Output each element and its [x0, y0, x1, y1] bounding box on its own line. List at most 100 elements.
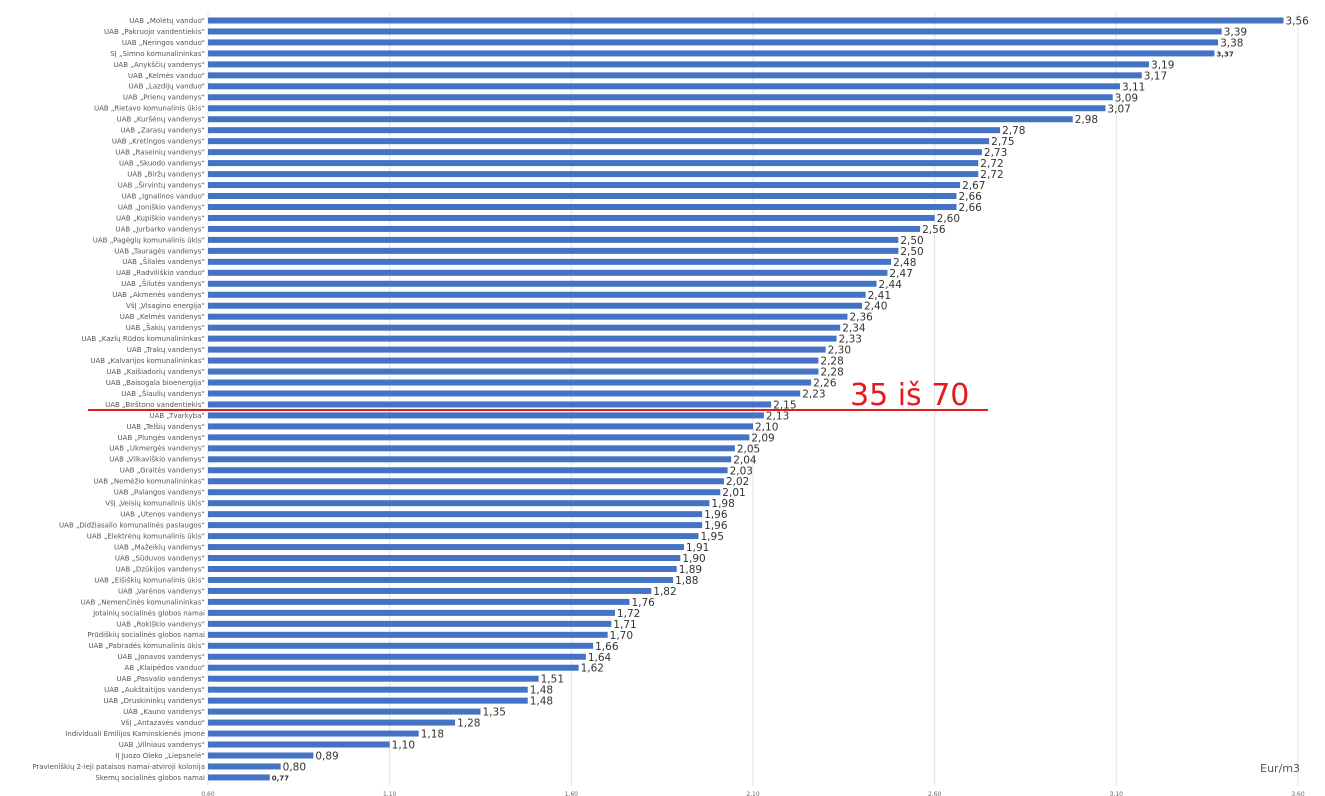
value-label: 2,75	[991, 136, 1014, 148]
value-label: 2,67	[962, 180, 985, 192]
category-label: UAB „Palangos vandenys“	[114, 489, 205, 497]
category-label: UAB „Jurbarko vandenys“	[116, 225, 206, 233]
bar	[208, 379, 812, 386]
bar	[208, 72, 1142, 79]
value-label: 2,02	[726, 476, 749, 488]
value-label: 3,17	[1144, 70, 1167, 82]
category-label: UAB „Sūduvos vandenys“	[115, 554, 205, 562]
bar	[208, 193, 957, 200]
value-label: 3,37	[1216, 50, 1233, 58]
category-label: UAB „Prienų vandenys“	[123, 94, 205, 102]
value-label: 2,56	[922, 224, 946, 236]
bar	[208, 225, 921, 232]
category-label: UAB „Vilkaviškio vandenys“	[109, 456, 205, 464]
value-label: 2,73	[984, 147, 1007, 159]
category-label: VšĮ „Visagino energija“	[126, 302, 205, 310]
bar	[208, 138, 990, 145]
category-label: UAB „Kelmės vanduo“	[128, 72, 205, 80]
category-label: UAB „Širvintų vandenys“	[118, 180, 205, 189]
bar	[208, 39, 1219, 46]
value-label: 2,30	[828, 345, 851, 357]
value-label: 2,66	[958, 202, 982, 214]
bar	[208, 752, 314, 759]
bar	[208, 412, 764, 419]
category-label: UAB „Tauragės vandenys“	[114, 247, 205, 255]
category-label: UAB „Kuršėnų vandenys“	[117, 116, 205, 124]
bar	[208, 708, 481, 715]
bar	[208, 182, 961, 189]
category-label: SĮ „Simno komunalininkas“	[110, 50, 205, 58]
category-label: UAB „Nemenčinės komunalininkas“	[81, 598, 205, 606]
value-label: 1,95	[701, 531, 724, 543]
value-label: 3,09	[1115, 92, 1138, 104]
bar	[208, 368, 819, 375]
category-label: UAB „Ukmergės vandenys“	[109, 445, 205, 453]
value-label: 2,10	[755, 421, 778, 433]
category-label: UAB „Jonavos vandenys“	[117, 653, 205, 661]
category-label: UAB „Šilutės vandenys“	[121, 279, 205, 288]
value-label: 2,72	[980, 158, 1003, 170]
category-label: VšĮ „Veisių komunalinis ūkis“	[105, 500, 205, 508]
value-label: 2,41	[868, 290, 891, 302]
bar	[208, 598, 630, 605]
bar	[208, 697, 528, 704]
bar	[208, 83, 1120, 90]
category-label: UAB „Varėnos vandenys“	[118, 587, 205, 595]
category-label: UAB „Birštono vandentiekis“	[105, 401, 205, 409]
bar	[208, 236, 899, 243]
value-label: 1,28	[457, 718, 480, 730]
value-label: 1,91	[686, 542, 709, 554]
category-label: UAB „Eišiškių komunalinis ūkis“	[94, 576, 205, 584]
category-label: UAB „Plungės vandenys“	[118, 434, 205, 442]
bar	[208, 478, 724, 485]
bar	[208, 664, 579, 671]
value-label: 2,04	[733, 454, 757, 466]
category-label: UAB „Rietavo komunalinis ūkis“	[94, 105, 205, 113]
value-label: 0,89	[315, 750, 338, 762]
value-label: 2,47	[889, 268, 912, 280]
category-label: UAB „Pasvalio vandenys“	[117, 675, 205, 683]
value-label: 1,66	[595, 641, 619, 653]
category-label: UAB „Kauno vandenys“	[123, 708, 205, 716]
value-label: 1,18	[421, 729, 444, 741]
category-label: UAB „Graitės vandenys“	[120, 467, 205, 475]
value-label: 3,56	[1285, 16, 1309, 28]
value-label: 1,48	[530, 696, 553, 708]
bar	[208, 576, 674, 583]
category-label: UAB „Skuodo vandenys“	[119, 160, 205, 168]
bar	[208, 269, 888, 276]
bar	[208, 653, 586, 660]
category-label: UAB „Vilniaus vandenys“	[119, 741, 205, 749]
bar	[208, 445, 735, 452]
x-tick-label: 2,10	[746, 791, 760, 796]
category-label: AB „Klaipėdos vanduo“	[125, 664, 205, 672]
bar	[208, 335, 837, 342]
bar	[208, 160, 979, 167]
bar	[208, 719, 456, 726]
bar	[208, 566, 677, 572]
category-label: UAB „Telšių vandenys“	[126, 423, 205, 431]
bar	[208, 631, 608, 638]
category-label: UAB „Pagėgių komunalinis ūkis“	[93, 236, 205, 244]
value-label: 3,19	[1151, 59, 1174, 71]
category-label: UAB „Utenos vandenys“	[120, 511, 205, 519]
value-label: 2,15	[773, 399, 796, 411]
category-label: UAB „Radviliškio vanduo“	[116, 269, 205, 277]
value-label: 2,05	[737, 443, 760, 455]
value-label: 2,98	[1075, 114, 1098, 126]
bar	[208, 423, 753, 430]
value-label: 2,23	[802, 388, 825, 400]
category-label: UAB „Didžiasalio komunalinės paslaugos“	[59, 522, 205, 530]
category-label: VšĮ „Antazavės vanduo“	[121, 719, 205, 727]
bar	[208, 171, 979, 178]
category-label: UAB „Kalvarijos komunalininkas“	[90, 357, 205, 365]
bar	[208, 500, 710, 507]
value-label: 0,77	[272, 774, 289, 782]
category-label: UAB „Šilalės vandenys“	[122, 257, 205, 266]
category-label: UAB „Pakruojo vandentiekis“	[104, 28, 205, 36]
bar	[208, 17, 1284, 24]
bar	[208, 642, 594, 649]
bar	[208, 61, 1150, 68]
bar	[208, 116, 1073, 123]
